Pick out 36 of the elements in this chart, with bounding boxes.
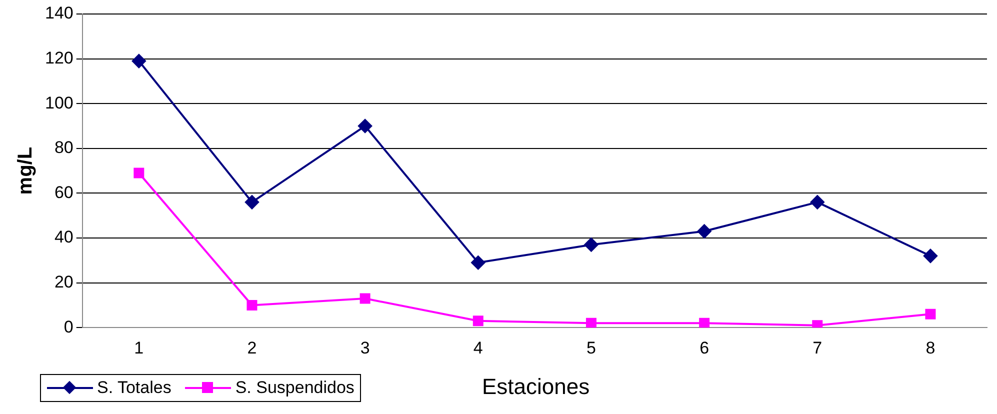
point [358, 119, 372, 133]
point [697, 224, 712, 238]
point [812, 320, 823, 328]
x-tick-label: 3 [360, 338, 370, 358]
y-tick-label: 20 [54, 272, 74, 292]
x-tick-label: 8 [926, 338, 936, 358]
point [586, 318, 596, 328]
point [472, 316, 484, 326]
y-tick-label: 0 [64, 317, 74, 336]
point [132, 54, 146, 68]
y-tick-label: 40 [54, 228, 74, 247]
point [699, 318, 710, 328]
legend-label: S. Suspendidos [235, 378, 354, 398]
x-tick-label: 6 [700, 338, 710, 358]
y-tick-label: 80 [54, 138, 74, 158]
x-axis-title: Estaciones [482, 374, 590, 400]
point [244, 195, 259, 210]
point [471, 256, 486, 270]
point [584, 238, 598, 252]
y-tick-label: 140 [44, 4, 74, 23]
y-tick-label: 100 [44, 93, 74, 112]
legend-label: S. Totales [97, 378, 172, 398]
x-tick-label: 7 [812, 338, 822, 358]
point [810, 195, 824, 210]
y-tick-label: 120 [44, 48, 74, 68]
x-tick-label: 1 [134, 338, 144, 358]
point [925, 308, 936, 320]
point [360, 293, 370, 304]
x-tick-label: 4 [473, 338, 483, 358]
point [246, 300, 258, 310]
point [134, 168, 144, 178]
point [923, 248, 938, 263]
x-tick-label: 5 [586, 338, 596, 358]
y-tick-label: 60 [54, 182, 74, 202]
y-axis-title: mg/L [14, 146, 37, 195]
x-tick-label: 2 [247, 338, 257, 358]
